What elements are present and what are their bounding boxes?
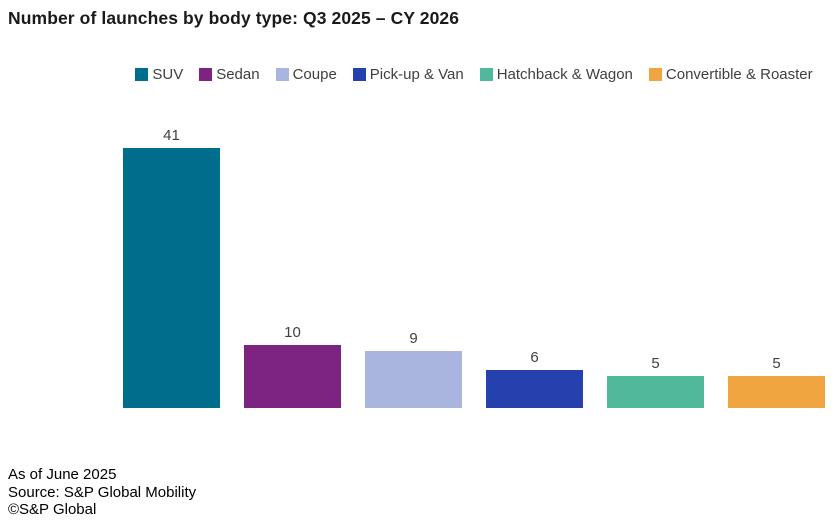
bar-value-label: 41: [163, 127, 180, 144]
footnotes: As of June 2025 Source: S&P Global Mobil…: [8, 466, 196, 519]
bar-group: 41: [123, 128, 220, 408]
legend-label: Coupe: [292, 66, 337, 83]
bar-value-label: 10: [284, 324, 301, 341]
as-of-note: As of June 2025: [8, 466, 117, 483]
chart-title: Number of launches by body type: Q3 2025…: [8, 8, 460, 28]
legend-swatch-icon: [199, 68, 213, 81]
bar: [486, 370, 583, 408]
bar: [728, 376, 825, 408]
bar-group: 9: [365, 331, 462, 408]
source-note: Source: S&P Global Mobility: [8, 483, 197, 501]
bar-group: 5: [728, 356, 825, 408]
legend-swatch-icon: [352, 68, 366, 81]
legend-item: Coupe: [275, 66, 337, 83]
legend-label: Pick-up & Van: [369, 66, 464, 83]
bar-group: 5: [607, 356, 704, 408]
bar-value-label: 9: [409, 330, 418, 347]
bar-group: 6: [486, 350, 583, 408]
legend-label: Hatchback & Wagon: [496, 66, 633, 83]
bar-value-label: 6: [530, 349, 539, 366]
bar: [607, 376, 704, 408]
legend-label: Sedan: [216, 66, 260, 83]
bar-value-label: 5: [772, 355, 781, 372]
legend-swatch-icon: [275, 68, 289, 81]
legend-swatch-icon: [648, 68, 662, 81]
legend-label: SUV: [152, 66, 184, 83]
legend-item: Hatchback & Wagon: [479, 66, 633, 83]
bar-plot-area: 41 10 9 6 5 5: [123, 118, 825, 408]
legend-label: Convertible & Roaster: [665, 66, 813, 83]
legend-item: SUV: [135, 66, 183, 83]
bar-group: 10: [244, 325, 341, 408]
bar-value-label: 5: [651, 355, 660, 372]
bar: [365, 351, 462, 408]
legend-item: Pick-up & Van: [352, 66, 464, 83]
legend: SUV Sedan Coupe Pick-up & Van Hatchback & Wa…: [123, 66, 825, 83]
legend-swatch-icon: [135, 68, 149, 81]
bar: [244, 345, 341, 408]
bar: [123, 148, 220, 408]
legend-item: Sedan: [199, 66, 260, 83]
legend-swatch-icon: [479, 68, 493, 81]
legend-item: Convertible & Roaster: [648, 66, 813, 83]
copyright-note: ©S&P Global: [8, 501, 97, 518]
